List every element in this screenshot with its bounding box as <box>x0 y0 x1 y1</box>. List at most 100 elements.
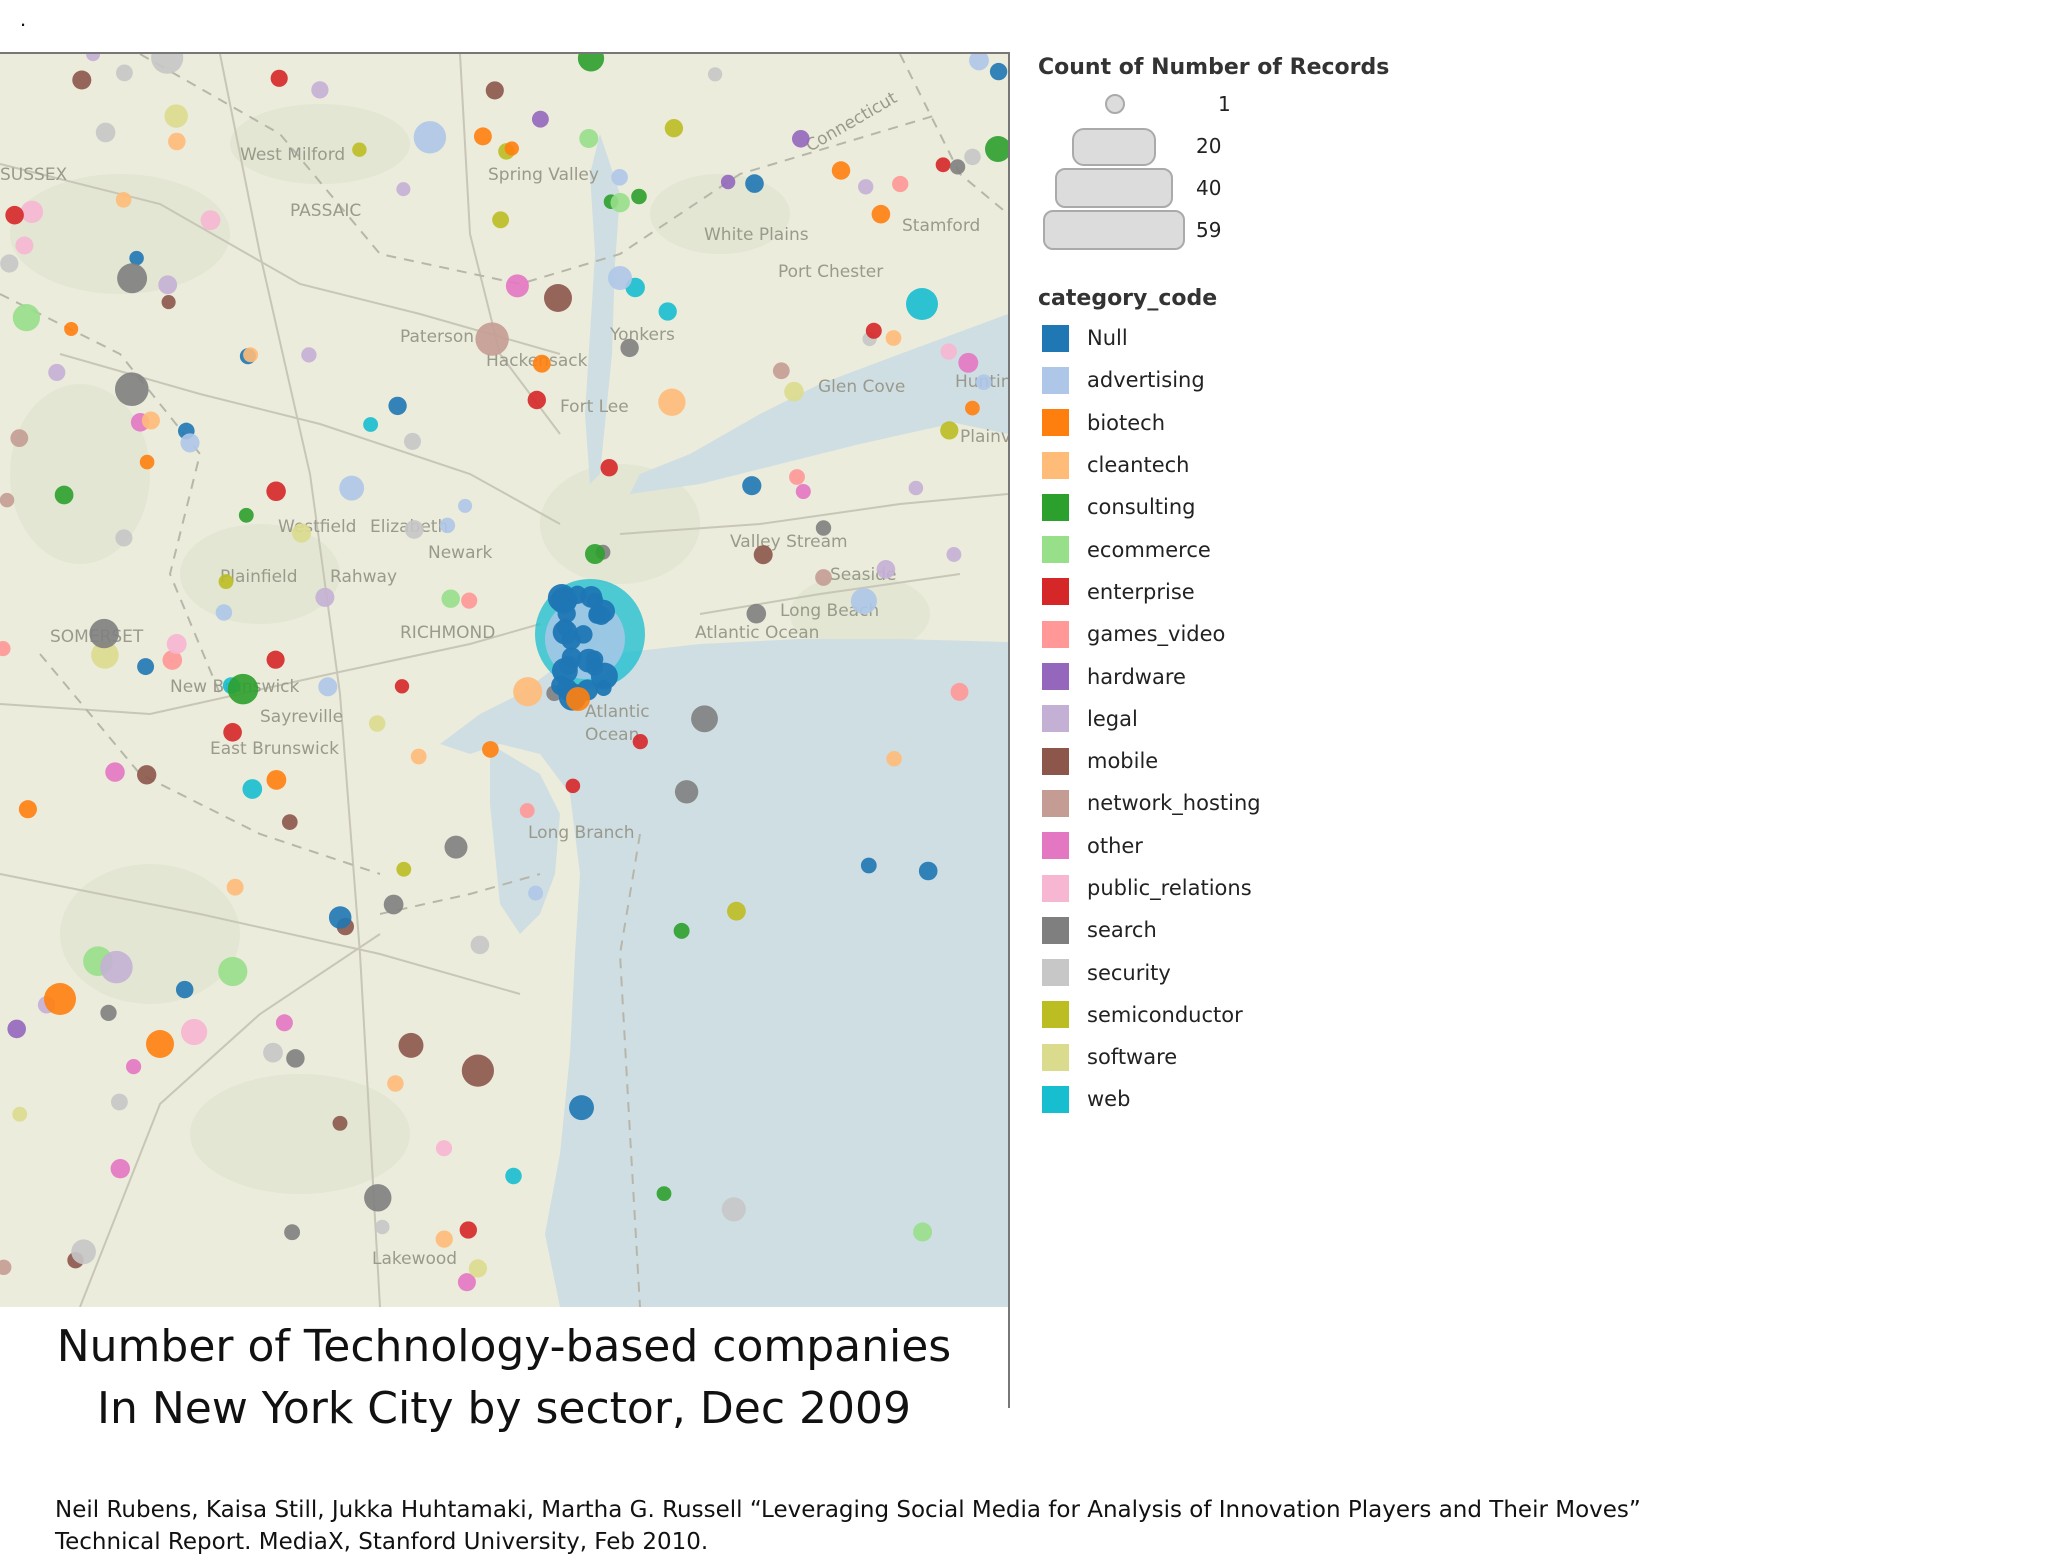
place-label: Stamford <box>902 216 980 236</box>
legend-item-games-video[interactable]: games_video <box>1038 613 1398 655</box>
caption-line-1: Number of Technology-based companies <box>56 1321 952 1372</box>
company-marker <box>457 1273 476 1292</box>
company-marker <box>865 322 882 339</box>
place-label: Spring Valley <box>488 165 599 185</box>
size-value: 59 <box>1196 218 1222 242</box>
company-marker <box>146 1030 174 1058</box>
company-marker <box>831 161 851 180</box>
legend-item-search[interactable]: search <box>1038 909 1398 951</box>
legend-label: enterprise <box>1087 579 1195 604</box>
company-marker <box>656 1186 672 1202</box>
company-marker <box>100 950 133 984</box>
map-view[interactable]: SUSSEX West Milford PASSAIC Spring Valley Wh… <box>0 52 1008 1307</box>
company-marker <box>435 1230 453 1248</box>
company-marker <box>505 274 529 298</box>
company-marker <box>166 633 187 654</box>
company-marker <box>115 64 133 82</box>
company-marker <box>275 1014 293 1032</box>
company-marker <box>86 54 101 62</box>
company-marker <box>745 174 764 193</box>
company-marker <box>151 54 184 74</box>
company-marker <box>975 374 992 391</box>
size-legend-row: 20 <box>1038 128 1338 168</box>
company-marker <box>48 363 66 381</box>
company-marker <box>876 560 896 579</box>
company-marker <box>413 121 447 154</box>
category-legend: Null advertising biotech cleantech consultin… <box>1038 317 1398 1121</box>
legend-item-consulting[interactable]: consulting <box>1038 486 1398 528</box>
legend-swatch <box>1042 324 1069 352</box>
category-legend-title: category_code <box>1038 286 1218 311</box>
legend-item-ecommerce[interactable]: ecommerce <box>1038 528 1398 570</box>
company-marker <box>100 1004 117 1022</box>
legend-label: Null <box>1087 326 1128 351</box>
legend-swatch <box>1042 747 1069 775</box>
company-marker <box>114 372 149 407</box>
company-marker <box>789 469 805 485</box>
citation: Neil Rubens, Kaisa Still, Jukka Huhtamak… <box>55 1494 2015 1558</box>
company-marker <box>129 250 144 266</box>
legend-item-enterprise[interactable]: enterprise <box>1038 571 1398 613</box>
place-label: Glen Cove <box>818 377 905 397</box>
company-marker <box>965 400 980 416</box>
company-marker <box>162 650 183 670</box>
company-marker <box>557 604 576 623</box>
legend-item-other[interactable]: other <box>1038 825 1398 867</box>
legend-swatch <box>1042 578 1069 606</box>
company-marker <box>964 148 981 166</box>
legend-item-advertising[interactable]: advertising <box>1038 359 1398 401</box>
legend-item-null[interactable]: Null <box>1038 317 1398 359</box>
company-marker <box>815 520 832 536</box>
company-marker <box>505 1167 522 1185</box>
legend-label: advertising <box>1087 368 1205 393</box>
legend-item-semiconductor[interactable]: semiconductor <box>1038 994 1398 1036</box>
company-marker <box>674 780 699 804</box>
citation-line-2: Technical Report. MediaX, Stanford Unive… <box>55 1529 709 1555</box>
company-marker <box>410 748 427 765</box>
company-marker <box>352 142 367 157</box>
company-marker <box>375 1219 390 1235</box>
map-caption: Number of Technology-based companies In … <box>0 1316 1008 1440</box>
legend-item-legal[interactable]: legal <box>1038 698 1398 740</box>
company-marker <box>940 343 957 360</box>
company-marker <box>10 429 29 447</box>
company-marker <box>459 1221 477 1239</box>
company-marker <box>5 205 24 225</box>
company-marker <box>620 338 639 358</box>
company-marker <box>611 169 628 186</box>
place-label: Port Chester <box>778 262 883 282</box>
company-marker <box>586 592 604 609</box>
legend-label: security <box>1087 960 1171 985</box>
size-marker <box>1072 128 1156 166</box>
company-marker <box>0 492 15 508</box>
company-marker <box>223 722 242 742</box>
legend-item-public-relations[interactable]: public_relations <box>1038 867 1398 909</box>
legend-item-biotech[interactable]: biotech <box>1038 402 1398 444</box>
company-marker <box>115 191 132 208</box>
company-marker <box>439 517 456 534</box>
company-marker <box>54 485 74 505</box>
legend-item-software[interactable]: software <box>1038 1036 1398 1078</box>
legend-item-web[interactable]: web <box>1038 1078 1398 1120</box>
legend-item-network-hosting[interactable]: network_hosting <box>1038 782 1398 824</box>
company-marker <box>727 901 746 921</box>
legend-label: mobile <box>1087 749 1159 774</box>
place-label: Newark <box>428 543 492 563</box>
caption-line-2: In New York City by sector, Dec 2009 <box>96 1383 912 1434</box>
company-marker <box>513 677 543 707</box>
company-markers <box>0 54 1008 1292</box>
legend-item-cleantech[interactable]: cleantech <box>1038 444 1398 486</box>
company-marker <box>559 591 578 610</box>
company-marker <box>561 647 582 668</box>
company-marker <box>658 302 677 321</box>
legend-item-mobile[interactable]: mobile <box>1038 740 1398 782</box>
company-marker <box>913 1222 933 1242</box>
company-marker <box>585 658 604 676</box>
legend-item-security[interactable]: security <box>1038 951 1398 993</box>
map-canvas[interactable]: SUSSEX West Milford PASSAIC Spring Valley Wh… <box>0 54 1008 1307</box>
size-legend-title: Count of Number of Records <box>1038 55 1390 80</box>
company-marker <box>164 104 188 128</box>
legend-item-hardware[interactable]: hardware <box>1038 655 1398 697</box>
legend-swatch <box>1042 451 1069 479</box>
company-marker <box>266 770 287 790</box>
